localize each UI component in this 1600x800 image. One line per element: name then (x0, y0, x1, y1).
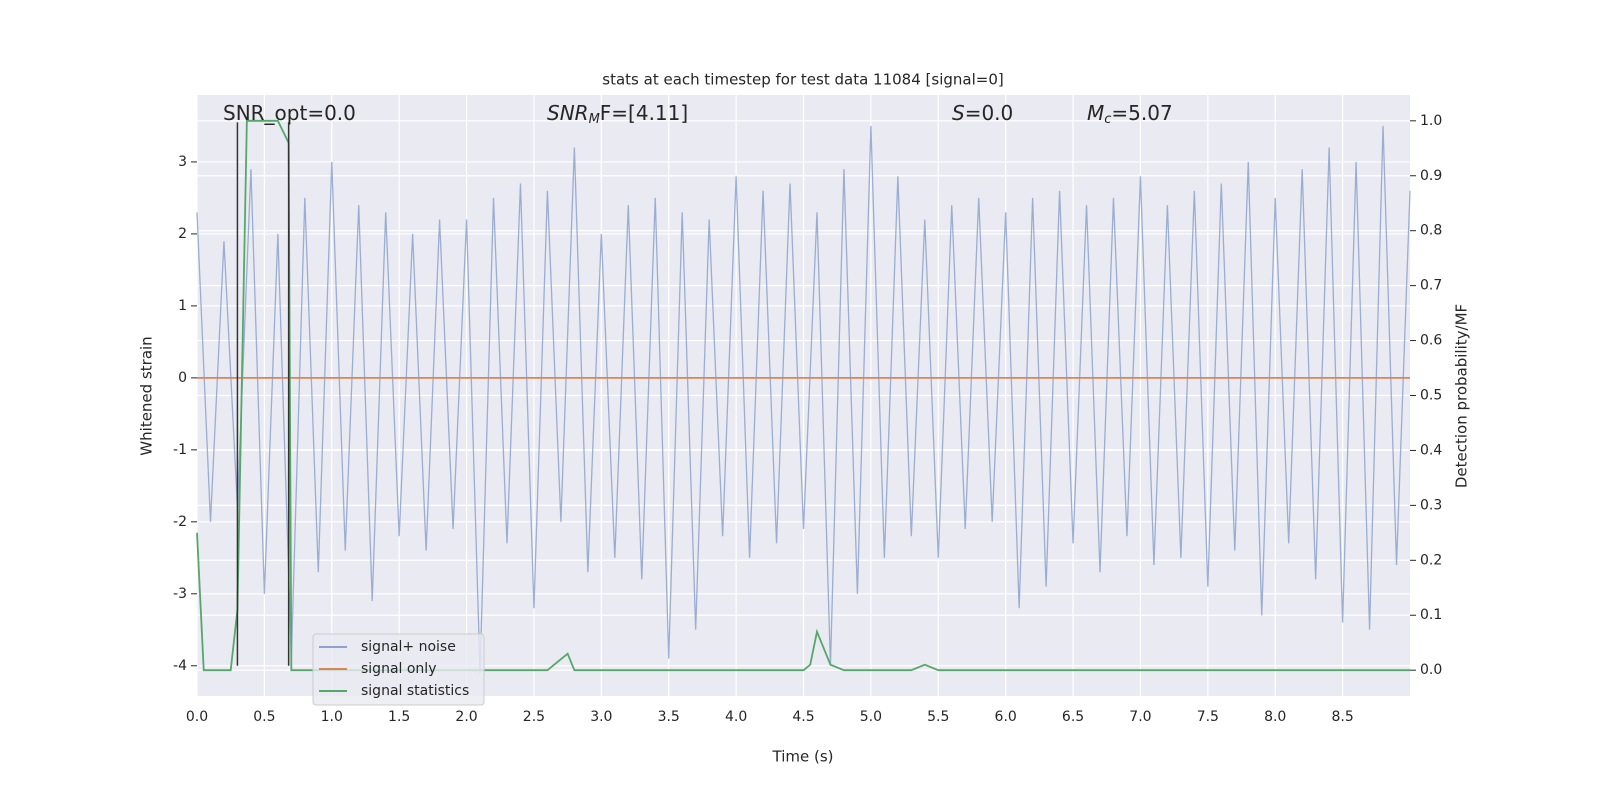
grid (196, 95, 1410, 696)
y-tick-label: 1 (178, 298, 187, 314)
annotation-tail: =0.0 (965, 101, 1014, 125)
y2-tick-label: 0.4 (1420, 442, 1442, 458)
y2-tick-label: 0.8 (1420, 223, 1442, 239)
y-tick-label: 3 (178, 154, 187, 170)
marks (196, 119, 1411, 673)
x-tick-label: 0.5 (253, 709, 275, 725)
x-tick-label: 4.5 (792, 709, 814, 725)
x-tick-label: 5.0 (860, 709, 882, 725)
annotation-tail: F=[4.11] (600, 101, 688, 125)
x-tick-label: 6.5 (1062, 709, 1084, 725)
y2-tick-label: 0.7 (1420, 278, 1442, 294)
legend-label: signal only (361, 661, 436, 677)
x-tick-label: 7.0 (1129, 709, 1151, 725)
x-tick-label: 4.0 (725, 709, 747, 725)
annotation-main: M (1087, 101, 1104, 125)
y2-axis-label: Detection probability/MF (1453, 304, 1471, 488)
series-line (196, 125, 1411, 673)
annotation: SNRMF=[4.11] (547, 101, 688, 127)
annotation-main: S (952, 101, 965, 125)
y-tick-label: 0 (178, 370, 187, 386)
annotation-main: SNR_opt=0.0 (223, 101, 356, 125)
y-tick-label: -1 (173, 442, 187, 458)
y-tick-label: -4 (173, 658, 187, 674)
x-tick-label: 8.0 (1264, 709, 1286, 725)
annotation-subscript: M (589, 112, 600, 127)
x-tick-label: 0.0 (186, 709, 208, 725)
annotation-tail: =5.07 (1111, 101, 1172, 125)
annotation-main: SNR (547, 101, 589, 125)
x-tick-label: 3.5 (658, 709, 680, 725)
x-tick-label: 6.0 (995, 709, 1017, 725)
y-tick-label: -2 (173, 514, 187, 530)
x-tick-label: 1.0 (321, 709, 343, 725)
x-tick-label: 8.5 (1331, 709, 1353, 725)
y2-tick-label: 0.9 (1420, 168, 1442, 184)
y-tick-label: 2 (178, 226, 187, 242)
annotation: Mc=5.07 (1087, 101, 1173, 127)
annotation: S=0.0 (952, 101, 1013, 125)
y-tick-label: -3 (173, 586, 187, 602)
y2-tick-label: 0.1 (1420, 607, 1442, 623)
y2-tick-label: 1.0 (1420, 113, 1442, 129)
x-tick-label: 2.5 (523, 709, 545, 725)
chart-title: stats at each timestep for test data 110… (602, 71, 1003, 89)
x-tick-label: 7.5 (1197, 709, 1219, 725)
x-tick-label: 5.5 (927, 709, 949, 725)
x-tick-label: 2.0 (455, 709, 477, 725)
series-line (196, 119, 1410, 672)
y2-tick-label: 0.6 (1420, 333, 1442, 349)
legend-label: signal+ noise (361, 639, 456, 655)
y2-tick-label: 0.2 (1420, 552, 1442, 568)
annotation-subscript: c (1104, 112, 1111, 127)
y2-tick-label: 0.5 (1420, 388, 1442, 404)
y-axis-label: Whitened strain (138, 336, 156, 455)
x-tick-label: 1.5 (388, 709, 410, 725)
legend-box (312, 633, 485, 706)
legend-label: signal statistics (361, 683, 469, 699)
labels: 0.0 0.5 1.0 1.5 2.0 2.5 3.0 3.5 4.0 4.5 5.0 5.5 6.0 6… (173, 101, 1442, 726)
legend: signal+ noise signal only signal statistic… (312, 633, 485, 706)
y2-tick-label: 0.0 (1420, 662, 1442, 678)
x-axis-label: Time (s) (772, 748, 834, 766)
annotation: SNR_opt=0.0 (223, 101, 356, 125)
y2-tick-label: 0.3 (1420, 497, 1442, 513)
x-tick-label: 3.0 (590, 709, 612, 725)
